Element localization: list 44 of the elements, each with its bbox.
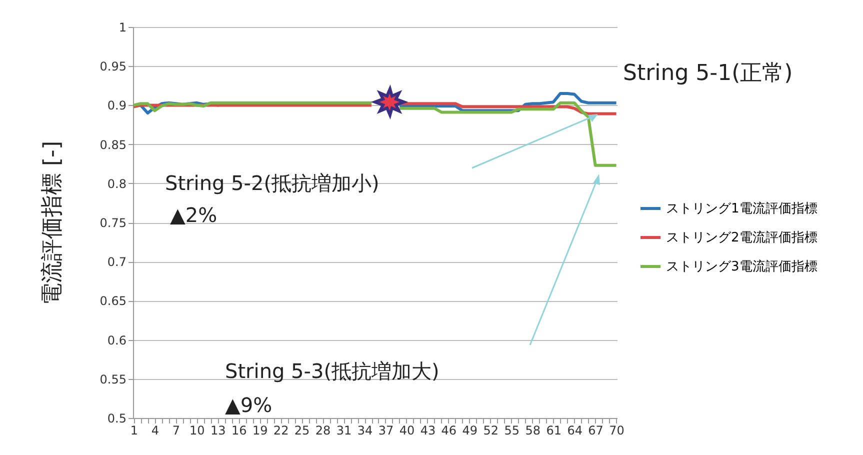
y-tick-label: 0.55: [100, 372, 126, 386]
x-tick-label: 40: [399, 424, 415, 438]
y-tick-label: 1: [118, 20, 126, 34]
x-tick-label: 1: [130, 424, 138, 438]
y-tick-label: 0.85: [100, 138, 126, 152]
x-tick-label: 61: [546, 424, 562, 438]
y-tick-label: 0.7: [107, 255, 126, 270]
x-tick-label: 70: [609, 424, 624, 438]
x-tick-label: 37: [378, 424, 394, 438]
x-tick-label: 19: [252, 424, 268, 438]
x-tick-label: 4: [151, 424, 159, 438]
y-tick-label: 0.9: [107, 98, 126, 113]
text: String 5-1(正常): [623, 61, 793, 86]
y-axis-title: 電流評価指標 [-]: [40, 140, 65, 306]
x-tick-label: 25: [294, 424, 310, 438]
y-tick-label: 0.75: [100, 216, 126, 230]
y-tick-label: 0.95: [100, 60, 126, 74]
x-tick-label: 16: [231, 424, 247, 438]
annotation: ▲2%: [170, 203, 218, 227]
annotation: ▲9%: [225, 393, 272, 417]
x-tick-label: 13: [210, 424, 226, 438]
legend-label: ストリング1電流評価指標: [666, 200, 818, 216]
x-tick-label: 31: [336, 424, 352, 438]
legend-label: ストリング3電流評価指標: [666, 258, 818, 274]
y-tick-label: 0.8: [107, 176, 126, 191]
x-tick-label: 55: [504, 424, 520, 438]
x-tick-label: 52: [483, 424, 499, 438]
y-tick-label: 0.5: [107, 412, 126, 426]
x-tick-label: 10: [190, 424, 205, 438]
x-tick-label: 64: [567, 424, 582, 438]
x-tick-label: 49: [462, 424, 478, 438]
x-tick-label: 58: [525, 424, 541, 438]
x-tick-label: 43: [420, 424, 436, 438]
x-tick-label: 22: [273, 424, 289, 438]
annotation: String 5-2(抵抗増加小): [165, 171, 380, 195]
y-tick-label: 0.6: [107, 333, 126, 348]
x-tick-label: 46: [441, 424, 457, 438]
y-tick-label: 0.65: [100, 294, 126, 308]
annotation: String 5-3(抵抗増加大): [225, 359, 440, 383]
legend-label: ストリング2電流評価指標: [666, 230, 818, 246]
x-tick-label: 7: [172, 424, 180, 438]
x-tick-label: 28: [315, 424, 331, 438]
x-tick-label: 34: [357, 424, 373, 438]
x-tick-label: 67: [588, 424, 604, 438]
